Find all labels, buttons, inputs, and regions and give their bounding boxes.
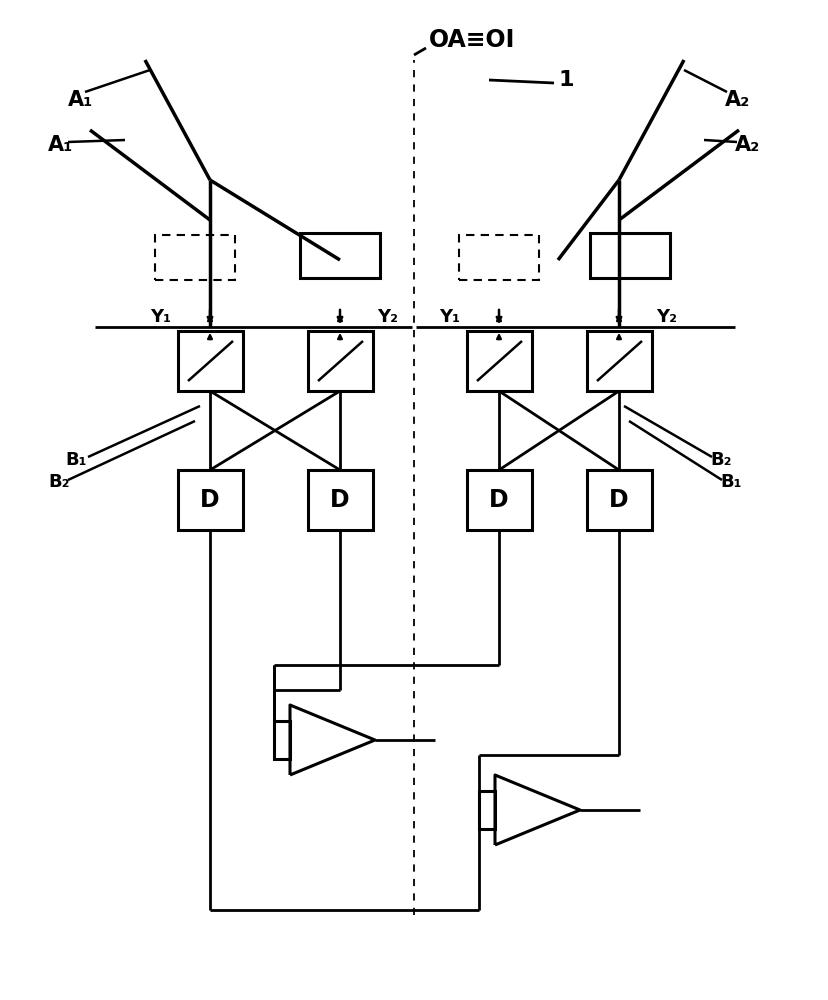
Text: A₁: A₁ (68, 90, 93, 110)
Bar (300, 233, 379, 278)
Text: OA≡OI: OA≡OI (428, 28, 515, 52)
Bar (586, 470, 651, 530)
Text: Y₂: Y₂ (655, 308, 676, 326)
Text: D: D (489, 488, 508, 512)
Text: Y₁: Y₁ (150, 308, 171, 326)
Bar (308, 470, 373, 530)
Bar (479, 791, 494, 829)
Bar (178, 470, 243, 530)
Bar (466, 470, 532, 530)
Text: D: D (609, 488, 628, 512)
Bar (178, 331, 243, 391)
Bar (586, 331, 651, 391)
Text: A₂: A₂ (724, 90, 749, 110)
Text: 1: 1 (558, 70, 574, 90)
Text: B₂: B₂ (48, 473, 70, 491)
Bar (155, 235, 234, 280)
Bar (466, 331, 532, 391)
Text: Y₂: Y₂ (377, 308, 397, 326)
Text: B₂: B₂ (709, 451, 730, 469)
Bar (308, 331, 373, 391)
Text: Y₁: Y₁ (439, 308, 460, 326)
Text: A₁: A₁ (48, 135, 73, 155)
Bar (274, 721, 290, 759)
Text: B₁: B₁ (65, 451, 86, 469)
Text: B₁: B₁ (720, 473, 740, 491)
Bar (590, 233, 669, 278)
Text: D: D (330, 488, 349, 512)
Bar (459, 235, 538, 280)
Text: A₂: A₂ (734, 135, 759, 155)
Text: D: D (200, 488, 219, 512)
